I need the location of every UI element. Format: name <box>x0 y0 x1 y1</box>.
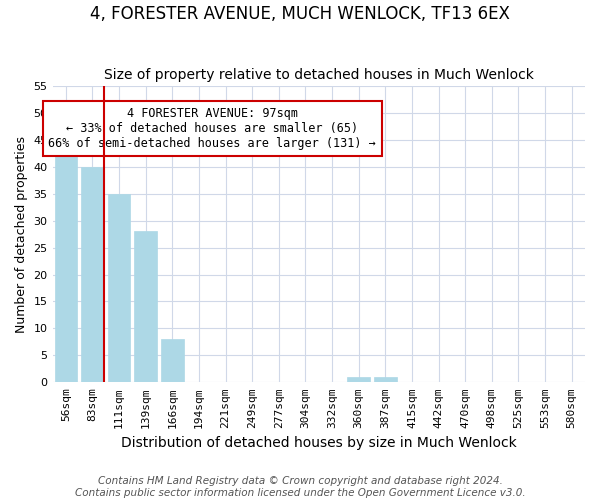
Bar <box>374 377 397 382</box>
Bar <box>81 167 104 382</box>
Y-axis label: Number of detached properties: Number of detached properties <box>15 136 28 332</box>
Bar <box>134 232 157 382</box>
Text: 4 FORESTER AVENUE: 97sqm
← 33% of detached houses are smaller (65)
66% of semi-d: 4 FORESTER AVENUE: 97sqm ← 33% of detach… <box>49 106 376 150</box>
Text: Contains HM Land Registry data © Crown copyright and database right 2024.
Contai: Contains HM Land Registry data © Crown c… <box>74 476 526 498</box>
Bar <box>347 377 370 382</box>
Text: 4, FORESTER AVENUE, MUCH WENLOCK, TF13 6EX: 4, FORESTER AVENUE, MUCH WENLOCK, TF13 6… <box>90 5 510 23</box>
X-axis label: Distribution of detached houses by size in Much Wenlock: Distribution of detached houses by size … <box>121 436 517 450</box>
Bar <box>161 339 184 382</box>
Bar <box>55 145 77 382</box>
Bar <box>108 194 130 382</box>
Title: Size of property relative to detached houses in Much Wenlock: Size of property relative to detached ho… <box>104 68 534 82</box>
